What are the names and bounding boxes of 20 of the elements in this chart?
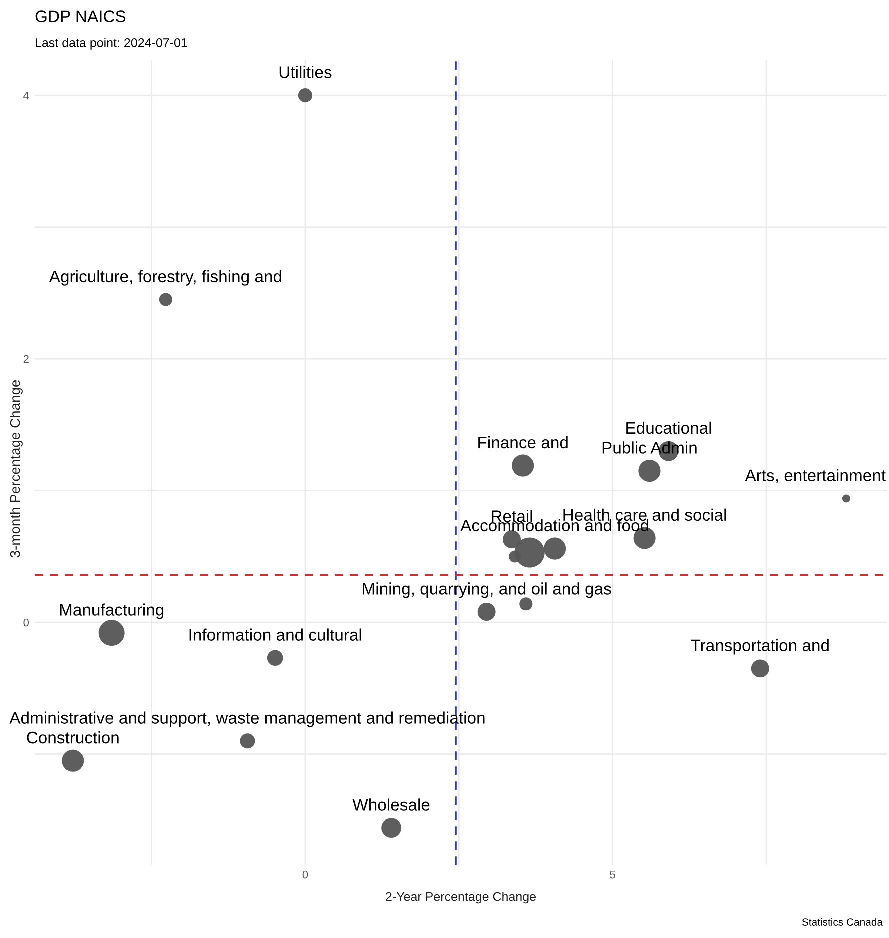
annotation: Finance and bbox=[478, 436, 568, 449]
y-tick-label: 0 bbox=[24, 618, 30, 627]
annotation: Arts, entertainment bbox=[745, 469, 886, 484]
chart-title: GDP NAICS bbox=[36, 10, 126, 22]
annotation: Construction bbox=[27, 731, 119, 744]
chart-subtitle: Last data point: 2024-07-01 bbox=[36, 38, 188, 50]
y-tick-label: 2 bbox=[24, 355, 29, 364]
annotation: Transportation and bbox=[691, 639, 829, 655]
y-tick-label: 4 bbox=[24, 92, 30, 100]
annotation: Administrative and support, waste management and remediation bbox=[10, 712, 485, 728]
annotation: Information and cultural bbox=[190, 628, 362, 641]
x-axis-title: 2-Year Percentage Change bbox=[386, 892, 536, 904]
annotation: Educational bbox=[626, 422, 712, 434]
text: Statistics Canada bbox=[802, 918, 884, 926]
annotation: Utilities bbox=[280, 66, 332, 78]
annotation: Wholesale bbox=[352, 798, 430, 811]
y-axis-title: 3-month Percentage Change bbox=[10, 380, 23, 558]
annotation: Manufacturing bbox=[60, 604, 164, 620]
x-tick-label: 5 bbox=[610, 870, 616, 879]
annotation: Agriculture, forestry, fishing and bbox=[49, 270, 282, 286]
